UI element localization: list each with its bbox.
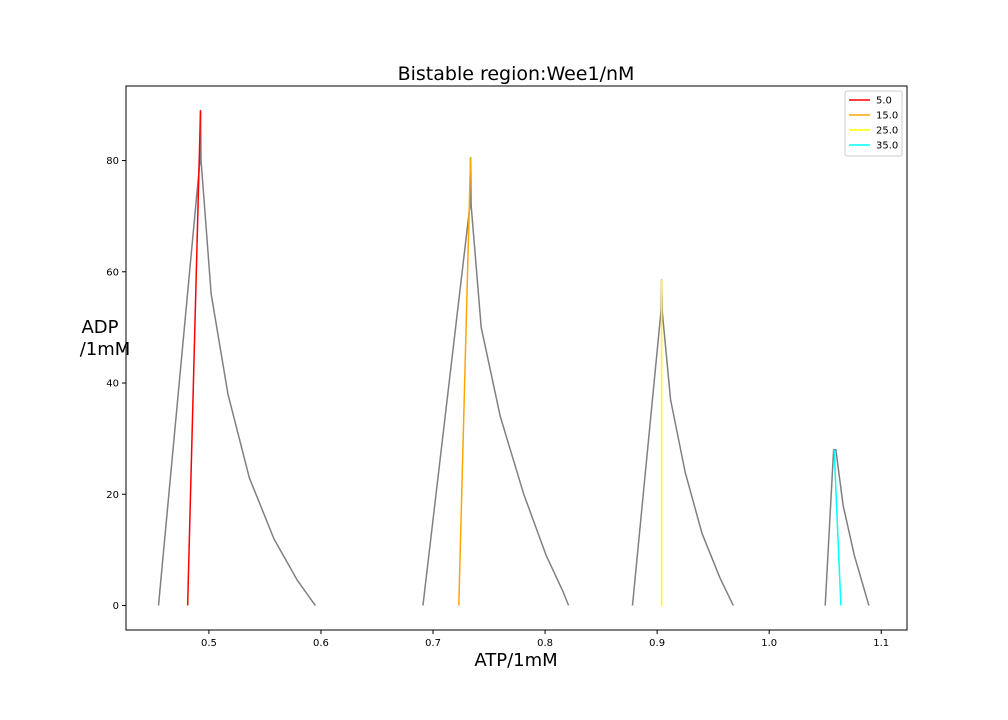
boundary-curve-15.0	[422, 157, 570, 606]
legend-label-25.0: 25.0	[876, 126, 898, 137]
y-tick-label: 20	[106, 490, 119, 501]
y-axis-label-line-1: ADP	[81, 317, 118, 338]
y-tick-label: 80	[106, 156, 119, 167]
x-tick-label: 0.9	[649, 638, 665, 649]
y-tick-label: 40	[106, 379, 119, 390]
x-axis-label: ATP/1mM	[474, 650, 557, 671]
y-tick-label: 60	[106, 267, 119, 278]
x-tick-label: 0.5	[201, 638, 217, 649]
boundary-curve-5.0	[157, 109, 316, 606]
series-line-15.0	[458, 157, 472, 606]
series-line-35.0	[833, 449, 842, 606]
legend-label-5.0: 5.0	[876, 96, 892, 107]
x-tick-label: 1.0	[761, 638, 777, 649]
x-tick-label: 0.6	[313, 638, 329, 649]
y-axis-label-line-2: /1mM	[80, 339, 131, 360]
x-tick-label: 0.7	[425, 638, 441, 649]
plot-frame	[125, 85, 908, 631]
boundary-curve-25.0	[631, 279, 734, 606]
x-tick-label: 0.8	[537, 638, 553, 649]
legend: 5.0 15.0 25.0 35.0	[844, 90, 903, 157]
boundary-curve-35.0	[824, 449, 870, 606]
legend-label-15.0: 15.0	[876, 111, 898, 122]
legend-box	[844, 90, 903, 157]
series-line-5.0	[186, 110, 202, 606]
legend-label-35.0: 35.0	[876, 141, 898, 152]
x-tick-label: 1.1	[873, 638, 889, 649]
y-tick-label: 0	[113, 601, 119, 612]
chart-title: Bistable region:Wee1/nM	[398, 63, 635, 85]
